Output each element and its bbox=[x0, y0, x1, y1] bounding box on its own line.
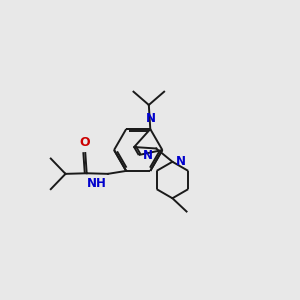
Text: O: O bbox=[79, 136, 90, 149]
Text: N: N bbox=[143, 148, 153, 161]
Text: N: N bbox=[176, 155, 186, 168]
Text: N: N bbox=[146, 112, 156, 125]
Text: NH: NH bbox=[86, 177, 106, 190]
